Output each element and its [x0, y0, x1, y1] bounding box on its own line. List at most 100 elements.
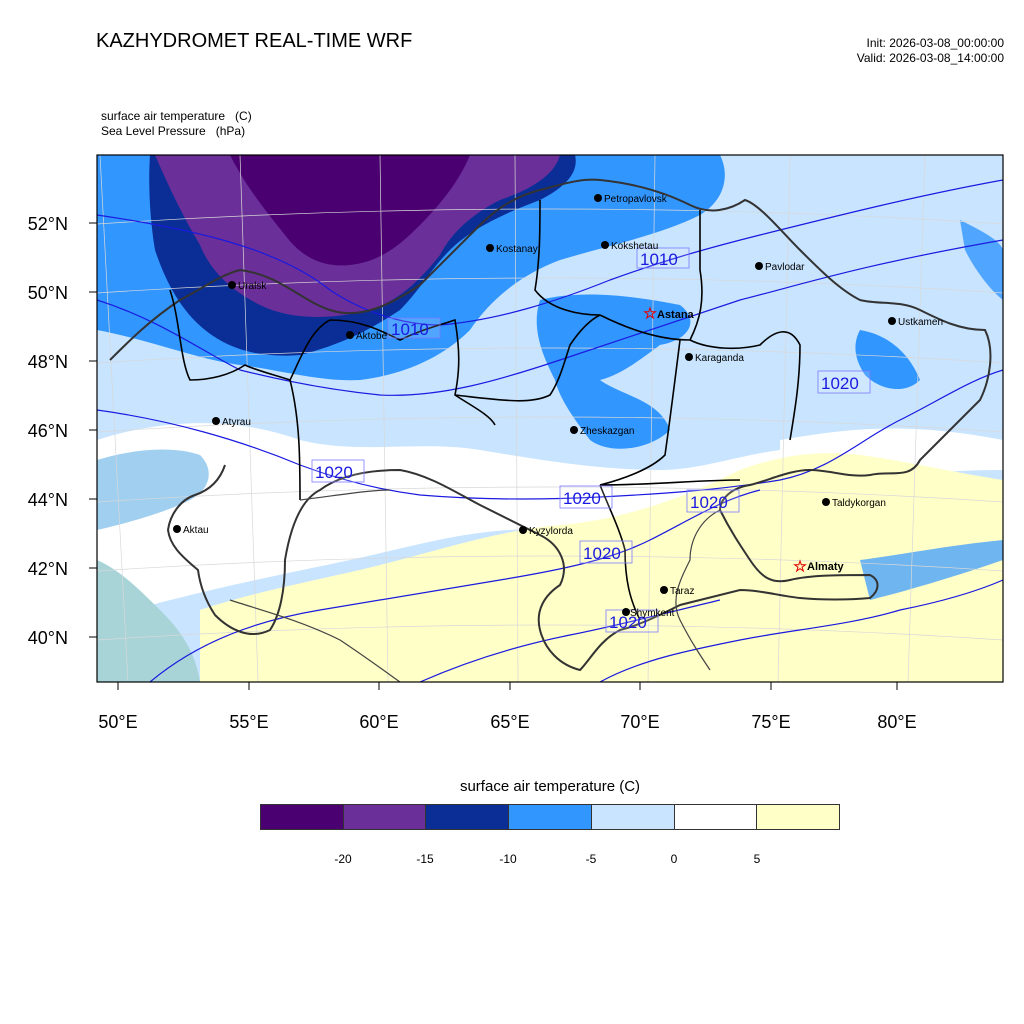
city-label: Kostanay [496, 244, 538, 255]
city-label: Kyzylorda [529, 526, 573, 537]
city-label: Aktobe [356, 331, 388, 342]
lat-label: 44°N [28, 490, 68, 510]
city-ustkamen: Ustkamen [888, 317, 943, 328]
city-aktau: Aktau [173, 525, 209, 536]
colorbar-title: surface air temperature (C) [459, 778, 641, 795]
city-label: Aktau [183, 525, 209, 536]
city-aktobe: Aktobe [346, 331, 388, 342]
colorbar-swatch [261, 805, 344, 829]
colorbar-swatch [674, 805, 758, 829]
city-petropavlovsk: Petropavlovsk [594, 194, 668, 205]
map-title: KAZHYDROMET REAL-TIME WRF [96, 30, 413, 52]
lon-label: 70°E [620, 712, 659, 732]
variable-temperature: surface air temperature (C) [101, 109, 252, 123]
colorbar-label: 0 [670, 852, 678, 866]
city-astana: ★ Astana [643, 305, 695, 322]
colorbar-label: -20 [334, 852, 352, 866]
lon-label: 65°E [490, 712, 529, 732]
city-markers: Petropavlovsk Kostanay Kokshetau Pavloda… [173, 194, 943, 619]
lat-label: 42°N [28, 559, 68, 579]
colorbar-swatch [591, 805, 675, 829]
lon-label: 50°E [98, 712, 137, 732]
lon-label: 75°E [751, 712, 790, 732]
city-label: Ustkamen [898, 317, 943, 328]
capital-star-icon: ★ [794, 558, 807, 574]
city-label: Atyrau [222, 417, 251, 428]
isobar-label: 1020 [315, 463, 353, 482]
run-times: Init: 2026-03-08_00:00:00 Valid: 2026-03… [857, 36, 1004, 66]
colorbar-swatch [426, 805, 510, 829]
capital-star-icon: ★ [644, 305, 657, 321]
city-taldykorgan: Taldykorgan [822, 498, 886, 509]
city-shymkent: Shymkent [622, 608, 675, 619]
city-kokshetau: Kokshetau [601, 241, 658, 252]
map-frame [96, 154, 1004, 683]
temp-band-0-5 [97, 423, 780, 620]
isobar-label: 1020 [609, 613, 647, 632]
city-uralsk: Uralsk [228, 281, 267, 292]
lat-label: 48°N [28, 352, 68, 372]
colorbar-swatch [343, 805, 427, 829]
isobar-label: 1020 [563, 489, 601, 508]
city-label: Petropavlovsk [604, 194, 668, 205]
caspian-sea [97, 560, 200, 682]
isobar-label: 1020 [583, 544, 621, 563]
lon-label: 80°E [877, 712, 916, 732]
lon-label: 60°E [359, 712, 398, 732]
city-label: Astana [657, 309, 695, 321]
lat-label: 50°N [28, 283, 68, 303]
isobar-label: 1020 [690, 493, 728, 512]
city-zheskazgan: Zheskazgan [570, 426, 634, 437]
colorbar [260, 804, 840, 830]
city-kostanay: Kostanay [486, 244, 538, 255]
city-pavlodar: Pavlodar [755, 262, 805, 273]
colorbar-label: -15 [416, 852, 434, 866]
city-taraz: Taraz [660, 586, 694, 597]
city-karaganda: Karaganda [685, 353, 744, 364]
city-label: Taldykorgan [832, 498, 886, 509]
city-label: Shymkent [630, 608, 675, 619]
colorbar-swatch [509, 805, 592, 829]
city-label: Karaganda [695, 353, 744, 364]
lat-label: 46°N [28, 421, 68, 441]
region-borders [169, 199, 801, 621]
city-label: Zheskazgan [580, 426, 634, 437]
temp-band-below-minus20 [230, 155, 470, 266]
caspian-north [97, 449, 209, 530]
isobar-labels: 1010 1010 1020 1020 1020 1020 1020 1020 [311, 247, 871, 633]
isobar-label: 1010 [391, 320, 429, 339]
city-almaty: ★ Almaty [793, 558, 845, 575]
graticule [97, 155, 1003, 682]
lon-labels: 50°E 55°E 60°E 65°E 70°E 75°E 80°E [98, 712, 916, 732]
lat-label: 40°N [28, 628, 68, 648]
city-atyrau: Atyrau [212, 417, 251, 428]
temp-band-above5 [200, 453, 1003, 682]
axis-ticks [89, 222, 898, 690]
isobar-label: 1020 [821, 374, 859, 393]
colorbar-label: -10 [499, 852, 517, 866]
temp-band-minus10-minus5-center [536, 294, 691, 449]
mountain-cold-region [960, 220, 1003, 300]
valid-time: Valid: 2026-03-08_14:00:00 [856, 51, 1004, 65]
international-lines [229, 489, 721, 682]
lon-label: 55°E [229, 712, 268, 732]
country-border [109, 178, 992, 672]
city-label: Uralsk [238, 281, 267, 292]
isobars [97, 179, 1003, 682]
colorbar-label: -5 [585, 852, 597, 866]
lat-labels: 40°N 42°N 44°N 46°N 48°N 50°N 52°N [28, 214, 68, 648]
variable-pressure: Sea Level Pressure (hPa) [101, 124, 246, 138]
colorbar-swatch [757, 805, 840, 829]
isobar-label: 1010 [640, 250, 678, 269]
city-kyzylorda: Kyzylorda [519, 526, 573, 537]
city-label: Kokshetau [611, 241, 658, 252]
city-label: Almaty [807, 561, 845, 573]
colorbar-label: 5 [753, 852, 761, 866]
tien-shan-cold-region [860, 540, 1003, 600]
variable-legend: surface air temperature (C) Sea Level Pr… [101, 109, 252, 139]
city-label: Taraz [670, 586, 694, 597]
city-label: Pavlodar [765, 262, 805, 273]
temp-band-minus10-minus5-east [855, 330, 920, 390]
lat-label: 52°N [28, 214, 68, 234]
